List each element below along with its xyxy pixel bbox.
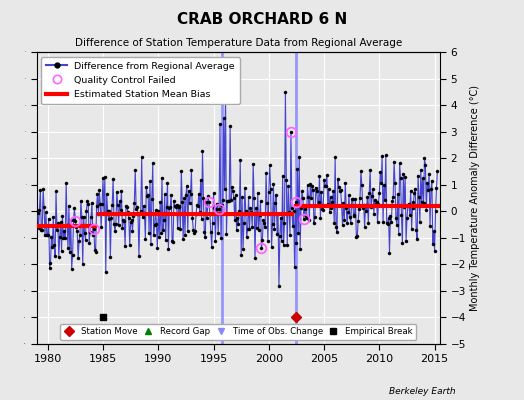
Y-axis label: Monthly Temperature Anomaly Difference (°C): Monthly Temperature Anomaly Difference (… <box>470 85 480 311</box>
Text: CRAB ORCHARD 6 N: CRAB ORCHARD 6 N <box>177 12 347 27</box>
Text: Berkeley Earth: Berkeley Earth <box>389 387 456 396</box>
Legend: Station Move, Record Gap, Time of Obs. Change, Empirical Break: Station Move, Record Gap, Time of Obs. C… <box>60 324 417 340</box>
Title: Difference of Station Temperature Data from Regional Average: Difference of Station Temperature Data f… <box>75 38 402 48</box>
